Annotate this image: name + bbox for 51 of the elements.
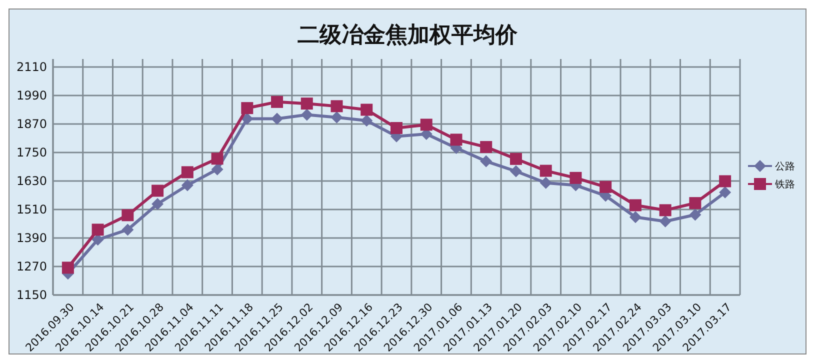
point bbox=[122, 224, 134, 236]
point bbox=[241, 112, 254, 125]
point bbox=[510, 165, 522, 178]
y-tick-label: 1390 bbox=[16, 231, 47, 246]
point bbox=[570, 172, 582, 184]
y-tick-label: 1750 bbox=[16, 146, 47, 160]
point bbox=[629, 211, 642, 224]
point bbox=[92, 224, 104, 236]
point bbox=[330, 100, 343, 112]
point bbox=[719, 186, 732, 198]
point bbox=[300, 98, 313, 110]
point bbox=[450, 134, 462, 146]
y-tick-label: 1510 bbox=[16, 202, 47, 217]
point bbox=[390, 122, 402, 134]
legend-label: 公路 bbox=[775, 160, 795, 172]
y-tick-label: 1270 bbox=[16, 260, 47, 274]
point bbox=[420, 118, 432, 131]
legend-label: 铁路 bbox=[774, 178, 795, 190]
point bbox=[629, 199, 642, 212]
point bbox=[211, 152, 224, 165]
point bbox=[62, 262, 74, 274]
point bbox=[300, 108, 313, 121]
point bbox=[122, 209, 134, 222]
point bbox=[480, 155, 492, 168]
point bbox=[152, 184, 164, 197]
point bbox=[659, 204, 672, 216]
point bbox=[540, 164, 552, 177]
chart-title: 二级冶金焦加权平均价 bbox=[298, 23, 518, 48]
point bbox=[330, 111, 343, 124]
point bbox=[360, 104, 373, 116]
y-tick-label: 2110 bbox=[16, 60, 47, 74]
point bbox=[271, 112, 284, 125]
point bbox=[659, 215, 672, 228]
point bbox=[241, 102, 254, 114]
point bbox=[600, 180, 612, 193]
y-tick-label: 1990 bbox=[16, 88, 47, 103]
point bbox=[719, 175, 732, 188]
point bbox=[211, 163, 224, 176]
point bbox=[480, 141, 492, 154]
point bbox=[689, 208, 702, 221]
y-tick-label: 1870 bbox=[16, 117, 47, 132]
point bbox=[181, 166, 194, 178]
point bbox=[360, 114, 373, 127]
point bbox=[510, 152, 522, 165]
point bbox=[271, 96, 284, 108]
point bbox=[540, 176, 552, 189]
point bbox=[152, 198, 164, 210]
y-tick-label: 1150 bbox=[16, 288, 47, 302]
y-tick-label: 1630 bbox=[16, 174, 47, 188]
point bbox=[689, 197, 702, 210]
point bbox=[181, 179, 194, 192]
